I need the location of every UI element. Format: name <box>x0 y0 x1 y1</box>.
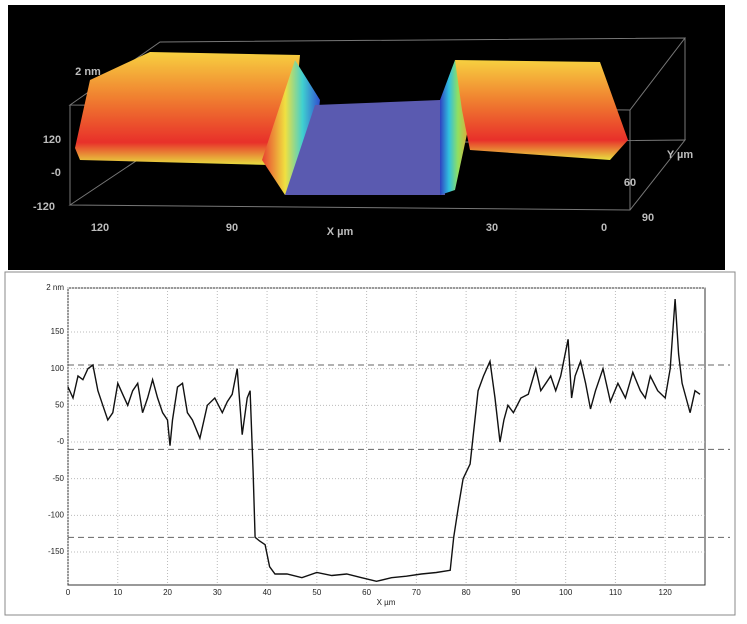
y-tick-label: 150 <box>51 327 65 336</box>
render-label: Y µm <box>667 149 694 161</box>
render-label: X µm <box>327 226 354 238</box>
x-tick-label: 10 <box>113 588 122 597</box>
x-axis-label: X µm <box>377 598 396 607</box>
x-tick-label: 20 <box>163 588 172 597</box>
x-tick-label: 0 <box>66 588 71 597</box>
x-tick-label: 90 <box>511 588 520 597</box>
render-label: 2 nm <box>75 66 101 78</box>
right-plateau <box>455 60 628 160</box>
x-tick-label: 70 <box>412 588 421 597</box>
x-tick-label: 120 <box>659 588 673 597</box>
x-tick-label: 80 <box>462 588 471 597</box>
x-tick-label: 100 <box>559 588 573 597</box>
render-label: -0 <box>51 167 61 179</box>
render-label: 60 <box>624 177 636 189</box>
trench-floor <box>285 100 445 195</box>
render-label: 90 <box>226 222 238 234</box>
render-label: -120 <box>33 201 55 213</box>
y-tick-label: -50 <box>52 474 64 483</box>
x-tick-label: 40 <box>263 588 272 597</box>
x-tick-label: 50 <box>312 588 321 597</box>
render-label: 120 <box>91 222 109 234</box>
y-tick-label: 50 <box>55 400 64 409</box>
x-tick-label: 60 <box>362 588 371 597</box>
x-tick-label: 110 <box>609 588 622 597</box>
profile-line <box>67 298 701 583</box>
render-label: 0 <box>601 222 607 234</box>
left-plateau <box>75 52 300 165</box>
y-tick-label: -150 <box>48 547 65 556</box>
render-label: 120 <box>43 134 61 146</box>
render-label: 90 <box>642 212 654 224</box>
y-tick-label: 2 nm <box>46 283 64 292</box>
profile-panel <box>4 271 736 616</box>
y-tick-label: 100 <box>51 364 65 373</box>
y-tick-label: -100 <box>48 510 65 519</box>
render-label: 30 <box>486 222 498 234</box>
y-tick-label: -0 <box>57 437 65 446</box>
x-tick-label: 30 <box>213 588 222 597</box>
